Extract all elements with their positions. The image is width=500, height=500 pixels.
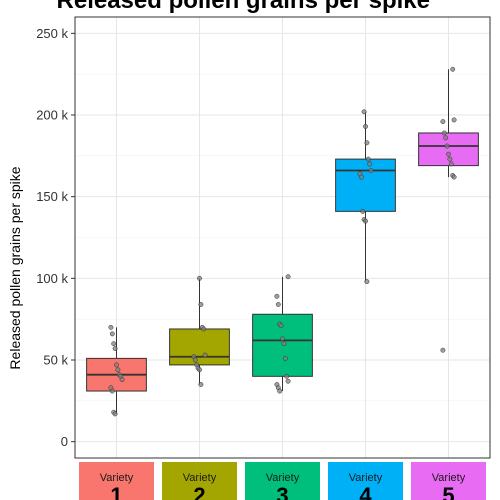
point-layer [108, 66, 457, 417]
strip-label-name: Variety [432, 472, 466, 484]
strip-label-name: Variety [100, 472, 134, 484]
axis-layer: 0 50 k 100 k 150 k 200 k 250 k [36, 16, 491, 459]
y-tick-label: 100 k [36, 271, 68, 286]
data-point [448, 161, 454, 167]
y-tick-label: 0 [61, 434, 68, 449]
data-point [112, 411, 118, 417]
data-point [447, 156, 453, 162]
strip-variety-4 [328, 462, 403, 500]
data-point [201, 326, 207, 332]
grid-layer [75, 17, 490, 458]
data-point [119, 377, 125, 383]
strip-variety-5 [411, 462, 486, 500]
data-point [364, 140, 370, 146]
data-point [363, 218, 368, 224]
data-point [284, 373, 290, 379]
data-point [114, 362, 119, 368]
strip-label-number: 2 [193, 483, 205, 500]
data-point [280, 336, 285, 342]
data-point [446, 151, 451, 157]
data-point [364, 279, 370, 285]
strip-label-name: Variety [266, 472, 300, 484]
strip-label-name: Variety [349, 472, 383, 484]
strip-variety-2 [162, 462, 237, 500]
data-point [451, 174, 457, 180]
data-point [112, 346, 118, 352]
strip-variety-3 [245, 462, 320, 500]
data-point [360, 208, 366, 214]
data-point [450, 66, 456, 72]
data-point [198, 302, 204, 307]
data-point [285, 378, 291, 384]
data-point [444, 143, 450, 149]
data-point [111, 341, 117, 347]
strip-label-number: 5 [442, 483, 454, 500]
data-point [443, 135, 449, 141]
y-tick-label: 50 k [43, 353, 68, 368]
data-point [275, 302, 281, 307]
data-point [197, 367, 202, 373]
data-point [192, 357, 198, 363]
data-point [274, 293, 280, 299]
data-point [451, 117, 457, 123]
y-tick-label: 150 k [36, 189, 68, 204]
data-point [441, 130, 447, 136]
data-point [109, 388, 115, 394]
data-point [363, 123, 368, 129]
y-tick-label: 250 k [36, 26, 68, 41]
data-point [285, 274, 291, 280]
box-layer [86, 69, 479, 414]
data-point [368, 168, 374, 173]
chart-title: Released pollen grains per spike [57, 0, 430, 14]
panel-border [74, 16, 491, 459]
data-point [108, 324, 114, 330]
box-variety-2 [169, 328, 230, 366]
data-point [198, 382, 204, 387]
data-point [281, 341, 287, 347]
data-point [109, 331, 115, 337]
data-point [358, 174, 364, 180]
data-point [361, 109, 367, 115]
strip-label-number: 3 [276, 483, 288, 500]
data-point [365, 156, 371, 162]
strip-label-name: Variety [183, 472, 217, 484]
data-point [115, 367, 121, 373]
data-point [202, 352, 208, 358]
data-point [440, 119, 446, 124]
data-point [282, 355, 288, 361]
box-variety-4 [335, 158, 396, 212]
data-point [197, 275, 202, 281]
strip-label-number: 1 [110, 483, 122, 500]
strip-variety-1 [79, 462, 154, 500]
y-tick-label: 200 k [36, 108, 68, 123]
y-axis-label: Released pollen grains per spike [7, 166, 23, 369]
data-point [440, 347, 446, 353]
strip-label-number: 4 [359, 483, 372, 500]
data-point [278, 323, 284, 329]
data-point [277, 388, 283, 394]
data-point [367, 161, 373, 167]
